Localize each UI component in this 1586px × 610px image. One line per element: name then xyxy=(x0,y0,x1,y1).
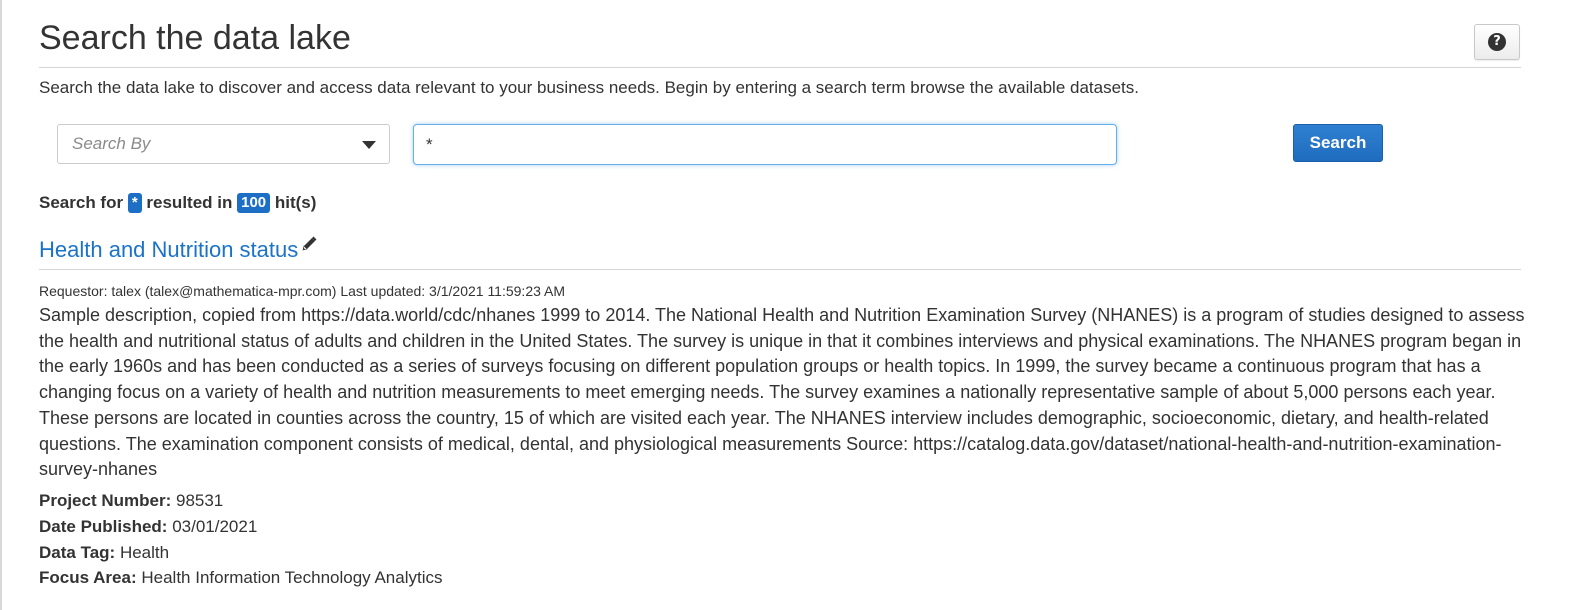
detail-label: Date Published: xyxy=(39,517,168,536)
title-divider xyxy=(39,67,1521,68)
page-description: Search the data lake to discover and acc… xyxy=(39,78,1139,97)
pencil-icon[interactable] xyxy=(300,235,318,253)
search-by-placeholder: Search By xyxy=(72,134,151,153)
summary-suffix: hit(s) xyxy=(274,193,317,212)
chevron-down-icon xyxy=(362,141,376,149)
left-border xyxy=(0,0,2,610)
result-description: Sample description, copied from https://… xyxy=(39,305,1525,480)
results-summary: Search for * resulted in 100 hit(s) xyxy=(39,192,316,214)
detail-project-number: Project Number: 98531 xyxy=(39,490,223,512)
detail-value: 03/01/2021 xyxy=(172,517,258,536)
detail-label: Project Number: xyxy=(39,491,172,510)
hits-badge: 100 xyxy=(237,193,271,213)
result-divider xyxy=(39,269,1521,270)
search-button[interactable]: Search xyxy=(1293,124,1383,162)
detail-date-published: Date Published: 03/01/2021 xyxy=(39,516,257,538)
result-title-link[interactable]: Health and Nutrition status xyxy=(39,237,299,262)
result-meta: Requestor: talex (talex@mathematica-mpr.… xyxy=(39,283,566,299)
detail-label: Focus Area: xyxy=(39,568,137,587)
search-input[interactable] xyxy=(413,124,1117,165)
detail-data-tag: Data Tag: Health xyxy=(39,542,169,564)
detail-value: Health Information Technology Analytics xyxy=(141,568,443,587)
detail-focus-area: Focus Area: Health Information Technolog… xyxy=(39,567,443,589)
question-circle-icon: ? xyxy=(1488,33,1506,51)
detail-value: 98531 xyxy=(175,491,224,510)
search-by-dropdown[interactable]: Search By xyxy=(57,124,390,164)
summary-prefix: Search for xyxy=(39,193,124,212)
page-title: Search the data lake xyxy=(39,19,351,57)
detail-label: Data Tag: xyxy=(39,543,116,562)
summary-middle: resulted in xyxy=(146,193,233,212)
detail-value: Health xyxy=(119,543,170,562)
query-badge: * xyxy=(127,193,142,213)
help-button[interactable]: ? xyxy=(1474,24,1520,60)
result-title-row: Health and Nutrition status xyxy=(39,235,318,264)
